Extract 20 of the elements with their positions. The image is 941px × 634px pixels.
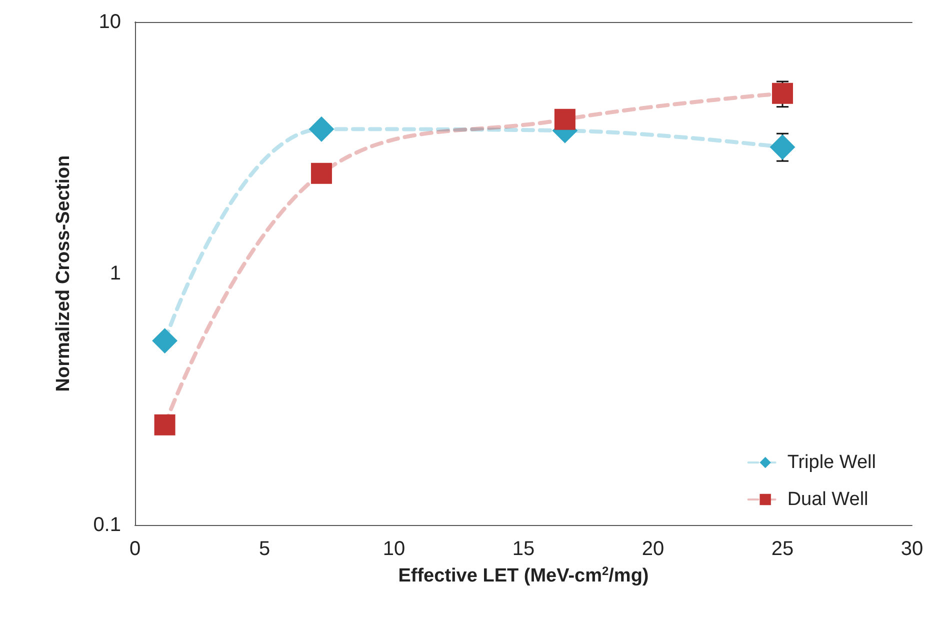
point	[308, 116, 334, 142]
y-tick-label: 0.1	[93, 514, 121, 536]
x-tick-label: 5	[258, 538, 270, 560]
point	[554, 108, 576, 130]
point	[772, 82, 793, 104]
x-tick-label: 20	[642, 538, 664, 560]
x-tick-label: 0	[129, 538, 141, 560]
x-tick-label: 15	[512, 538, 535, 560]
y-tick-label: 1	[110, 262, 121, 284]
legend-label: Dual Well	[787, 489, 868, 510]
y-tick-label: 10	[98, 11, 121, 33]
point	[152, 328, 178, 354]
x-tick-label: 25	[771, 538, 794, 560]
point	[310, 162, 332, 184]
x-tick-label: 10	[382, 538, 406, 560]
point	[770, 134, 795, 160]
y-axis-title: Normalized Cross-Section	[53, 155, 74, 392]
legend-label: Triple Well	[787, 452, 876, 473]
x-tick-label: 30	[900, 538, 924, 560]
point	[154, 414, 176, 436]
